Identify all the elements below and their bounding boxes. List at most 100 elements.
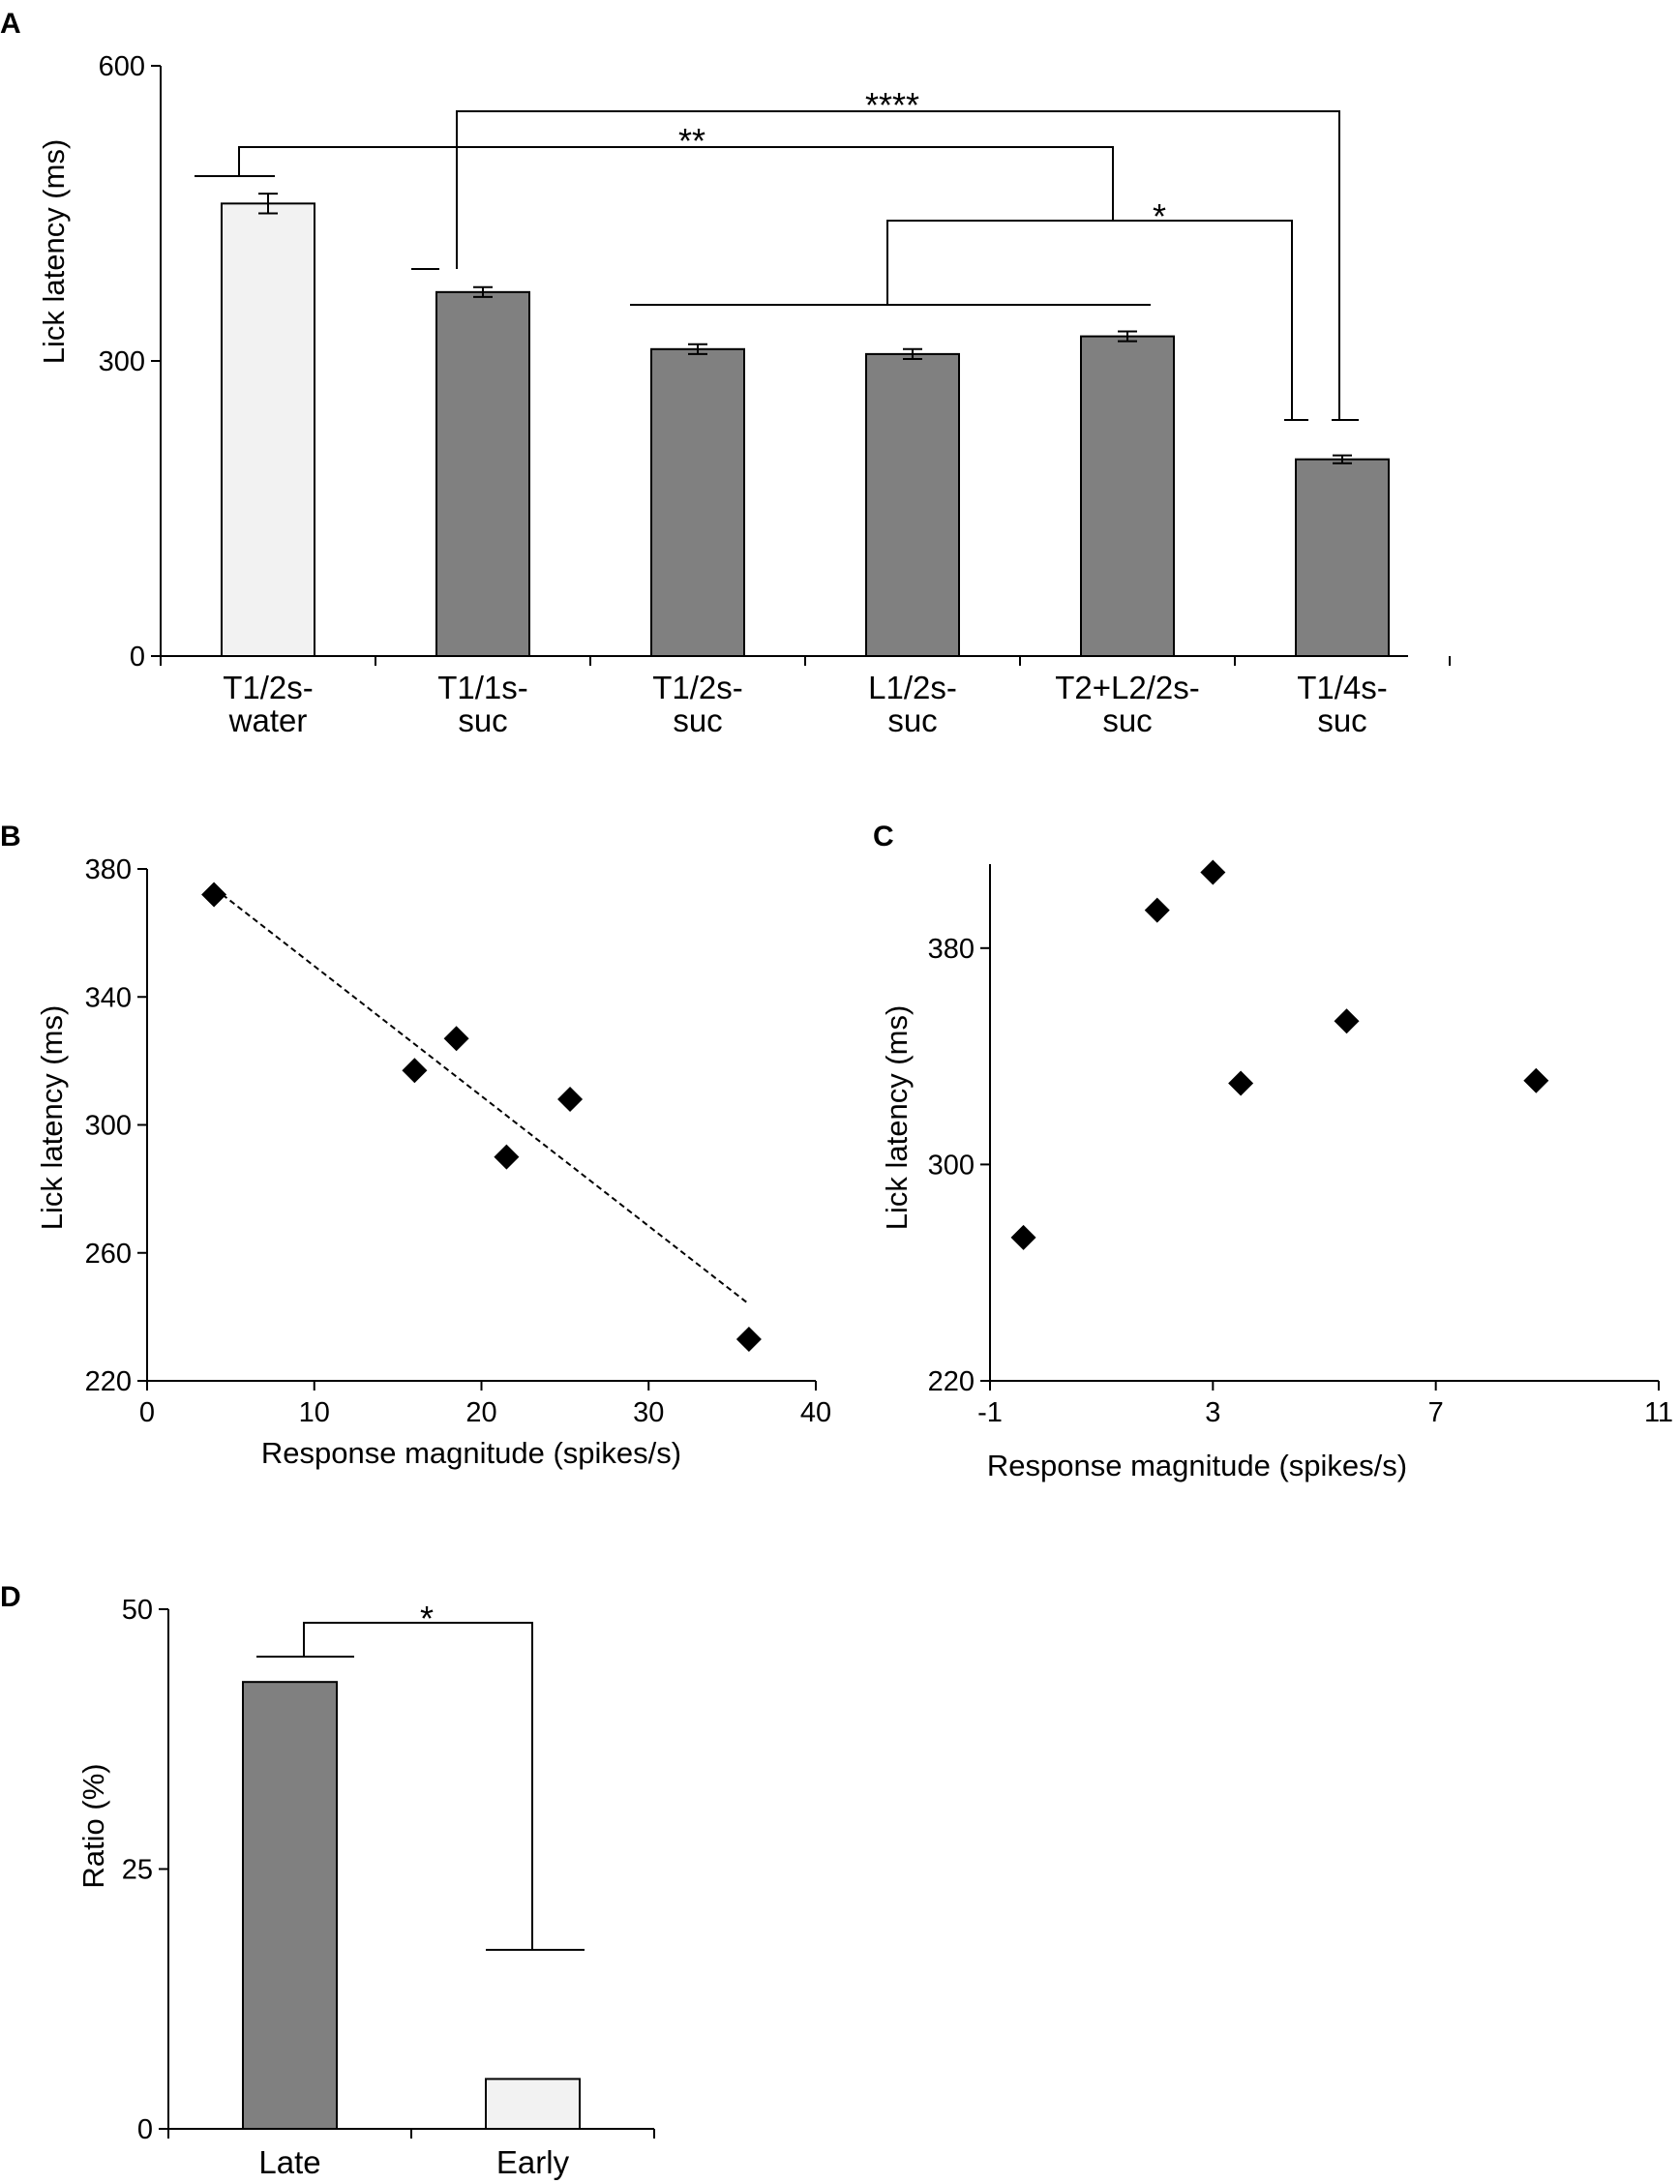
- panel-d-category-labels: Late Early: [258, 2144, 569, 2180]
- panel-c-point: [1334, 1008, 1360, 1034]
- panel-c-y-ticks: 220 300 380: [928, 934, 990, 1397]
- panel-d-y-ticks: 0 25 50: [122, 1595, 168, 2145]
- panel-a-error-bar: [1118, 330, 1137, 343]
- panel-c-x-tick-label: 11: [1644, 1397, 1673, 1428]
- bracket-late-vs-early: [256, 1622, 585, 1951]
- panel-b-point: [557, 1087, 584, 1113]
- panel-a-category-label-line2: suc: [887, 703, 937, 738]
- panel-a-category-label-line1: L1/2s-: [868, 670, 957, 705]
- panel-b-point: [201, 882, 227, 908]
- panel-d-significance-bracket: *: [256, 1599, 585, 1951]
- panel-c-y-tick-label: 380: [928, 934, 975, 965]
- panel-c-x-tick-label: 7: [1428, 1397, 1444, 1428]
- panel-c-point: [1144, 897, 1170, 923]
- panel-b-trendline: [222, 893, 750, 1305]
- panel-a-category-label-line1: T1/4s-: [1297, 670, 1388, 705]
- panel-b-x-tick-label: 20: [465, 1397, 496, 1428]
- panel-a-category-label-line2: suc: [673, 703, 722, 738]
- panel-d-y-tick-label: 0: [137, 2114, 153, 2145]
- panel-a-y-ticks: 0 300 600: [99, 51, 161, 673]
- panel-b-y-tick-label: 380: [85, 854, 132, 885]
- panel-b-point: [402, 1058, 428, 1084]
- panel-d-label: D: [0, 1581, 21, 1613]
- panel-b-point: [494, 1144, 520, 1170]
- panel-b-y-tick-label: 340: [85, 982, 132, 1013]
- panel-b-y-ticks: 220 260 300 340 380: [85, 854, 147, 1397]
- panel-c-point: [1228, 1070, 1254, 1096]
- panel-a-y-tick-label: 600: [99, 51, 145, 82]
- panel-c-ylabel: Lick latency (ms): [880, 1005, 914, 1231]
- bracket-group-vs-4s: [630, 220, 1293, 420]
- sig-star-four: ****: [865, 85, 919, 125]
- panel-d-ylabel: Ratio (%): [76, 1763, 110, 1888]
- panel-d-bars: [242, 1681, 581, 2131]
- panel-a-category-label-line1: T1/2s-: [223, 670, 314, 705]
- panel-b-x-tick-label: 0: [139, 1397, 155, 1428]
- sig-star-one: *: [1153, 196, 1166, 236]
- panel-c-x-tick-label: -1: [977, 1397, 1003, 1428]
- panel-b-points: [201, 882, 762, 1353]
- panel-b-xlabel: Response magnitude (spikes/s): [261, 1436, 681, 1470]
- panel-b-y-tick-label: 260: [85, 1239, 132, 1270]
- panel-a-ylabel: Lick latency (ms): [37, 139, 71, 365]
- panel-b-y-tick-label: 300: [85, 1111, 132, 1142]
- panel-a-error-bar: [688, 343, 707, 355]
- panel-a-label: A: [0, 8, 21, 40]
- panel-a-bar: [221, 202, 315, 657]
- panel-d-bar: [485, 2078, 581, 2130]
- panel-a-x-ticks: [160, 656, 1451, 666]
- panel-b-point: [735, 1327, 762, 1353]
- panel-a-error-bar: [473, 285, 493, 298]
- panel-a-category-label-line2: suc: [458, 703, 507, 738]
- panel-d-x-ticks: [167, 2129, 655, 2139]
- panel-d: D Ratio (%) 0 25 50 Late Early *: [0, 1581, 655, 2180]
- panel-b-ylabel: Lick latency (ms): [35, 1005, 69, 1231]
- panel-b-x-ticks: 0 10 20 30 40: [139, 1381, 831, 1428]
- bracket-1s-vs-4s: [411, 110, 1340, 420]
- panel-a-bar: [435, 290, 530, 657]
- panel-a-category-label-line1: T1/2s-: [652, 670, 743, 705]
- panel-b-y-tick-label: 220: [85, 1366, 132, 1397]
- panel-c: C Lick latency (ms) Response magnitude (…: [873, 821, 1673, 1482]
- panel-b: B Lick latency (ms) Response magnitude (…: [0, 821, 831, 1470]
- panel-a-significance-brackets: **** ** *: [195, 85, 1359, 421]
- panel-a-category-label-line2: suc: [1317, 703, 1366, 738]
- panel-c-point: [1523, 1067, 1549, 1093]
- panel-d-bar: [242, 1681, 338, 2131]
- panel-d-y-tick-label: 50: [122, 1595, 153, 1626]
- panel-c-label: C: [873, 821, 894, 853]
- panel-a-bar: [1295, 458, 1390, 657]
- panel-b-x-tick-label: 40: [800, 1397, 831, 1428]
- sig-star-d: *: [420, 1599, 434, 1638]
- panel-d-category-label: Early: [496, 2144, 570, 2180]
- panel-b-label: B: [0, 821, 21, 853]
- panel-a-bars: [221, 193, 1390, 657]
- bracket-water-vs-group: [195, 146, 1114, 221]
- panel-a-category-label-line1: T2+L2/2s-: [1055, 670, 1200, 705]
- panel-d-y-tick-label: 25: [122, 1855, 153, 1886]
- panel-c-x-tick-label: 3: [1205, 1397, 1220, 1428]
- panel-a-error-bar: [903, 347, 922, 360]
- panel-b-x-tick-label: 30: [633, 1397, 664, 1428]
- panel-c-y-tick-label: 220: [928, 1366, 975, 1397]
- panel-a-category-label-line2: suc: [1102, 703, 1152, 738]
- panel-a-category-labels: T1/2s-waterT1/1s-sucT1/2s-sucL1/2s-sucT2…: [223, 670, 1388, 738]
- panel-c-xlabel: Response magnitude (spikes/s): [987, 1449, 1407, 1482]
- panel-a-bar: [650, 347, 745, 657]
- panel-a-category-label-line1: T1/1s-: [437, 670, 528, 705]
- panel-a-bar: [865, 352, 960, 657]
- panel-c-point: [1200, 859, 1226, 885]
- panel-c-point: [1010, 1224, 1036, 1250]
- panel-a-y-tick-label: 300: [99, 346, 145, 377]
- panel-b-x-tick-label: 10: [299, 1397, 330, 1428]
- panel-a-category-label-line2: water: [228, 703, 308, 738]
- panel-d-category-label: Late: [258, 2144, 320, 2180]
- sig-star-two: **: [678, 121, 705, 161]
- panel-a-error-bar: [1333, 454, 1352, 464]
- panel-a-y-tick-label: 0: [130, 642, 145, 673]
- panel-c-points: [1010, 859, 1549, 1250]
- panel-a-error-bar: [258, 193, 278, 215]
- panel-c-x-ticks: -1 3 7 11: [977, 1381, 1673, 1428]
